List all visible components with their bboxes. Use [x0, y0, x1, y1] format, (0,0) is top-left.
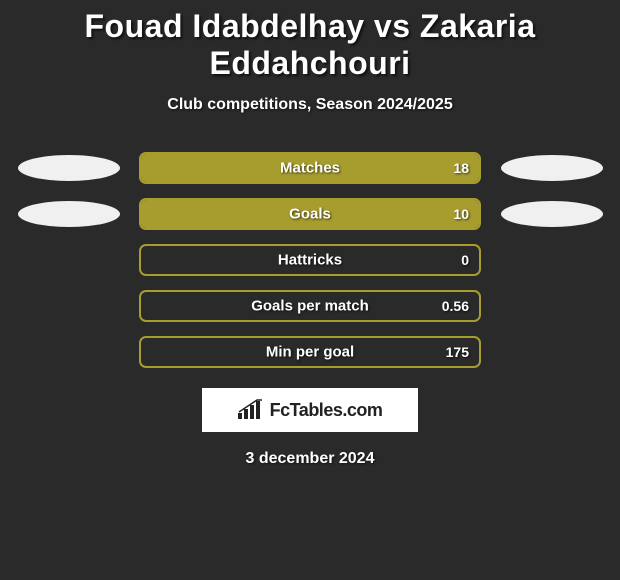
left-slot — [16, 198, 121, 230]
bar-label: Goals — [289, 206, 331, 223]
stat-bar: Goals 10 — [139, 198, 481, 230]
page-title: Fouad Idabdelhay vs Zakaria Eddahchouri — [0, 0, 620, 82]
right-slot — [499, 152, 604, 184]
bar-value: 18 — [453, 160, 469, 176]
bar-value: 175 — [446, 344, 469, 360]
left-slot — [16, 336, 121, 368]
right-ellipse-0 — [501, 155, 603, 181]
stat-row: Matches 18 — [0, 152, 620, 184]
right-slot — [499, 290, 604, 322]
subtitle: Club competitions, Season 2024/2025 — [0, 96, 620, 114]
stat-row: Hattricks 0 — [0, 244, 620, 276]
stat-row: Goals 10 — [0, 198, 620, 230]
logo-text-prefix: FcTables — [270, 400, 343, 420]
bar-value: 10 — [453, 206, 469, 222]
right-slot — [499, 244, 604, 276]
bar-label: Goals per match — [251, 298, 369, 315]
left-slot — [16, 152, 121, 184]
logo-text-suffix: .com — [342, 400, 382, 420]
left-ellipse-1 — [18, 201, 120, 227]
left-ellipse-0 — [18, 155, 120, 181]
bar-label: Min per goal — [266, 344, 354, 361]
logo-text: FcTables.com — [270, 400, 383, 421]
right-ellipse-1 — [501, 201, 603, 227]
bar-chart-icon — [238, 399, 264, 421]
stat-row: Min per goal 175 — [0, 336, 620, 368]
stat-bar: Matches 18 — [139, 152, 481, 184]
left-slot — [16, 244, 121, 276]
fctables-logo: FcTables.com — [202, 388, 418, 432]
bar-label: Hattricks — [278, 252, 342, 269]
bar-value: 0 — [461, 252, 469, 268]
stat-row: Goals per match 0.56 — [0, 290, 620, 322]
bar-label: Matches — [280, 160, 340, 177]
stats-rows: Matches 18 Goals 10 Hattricks 0 Goals pe… — [0, 152, 620, 368]
date-label: 3 december 2024 — [0, 450, 620, 468]
left-slot — [16, 290, 121, 322]
right-slot — [499, 336, 604, 368]
stat-bar: Hattricks 0 — [139, 244, 481, 276]
stat-bar: Min per goal 175 — [139, 336, 481, 368]
right-slot — [499, 198, 604, 230]
bar-value: 0.56 — [442, 298, 469, 314]
stat-bar: Goals per match 0.56 — [139, 290, 481, 322]
